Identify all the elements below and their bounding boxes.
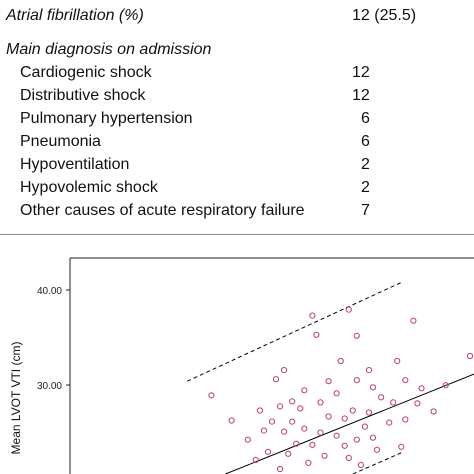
data-point (365, 367, 373, 374)
row-value: 12 (25.5) (352, 7, 417, 24)
y-tick-label: 40.00 (37, 286, 62, 297)
data-point (418, 385, 425, 392)
data-point (264, 448, 272, 455)
data-point (321, 452, 328, 459)
data-point (345, 454, 352, 461)
data-point (293, 440, 300, 447)
data-point (244, 436, 251, 443)
data-point (260, 427, 267, 434)
data-point (325, 378, 332, 385)
row-label: Atrial fibrillation (%) (6, 7, 144, 24)
data-point (317, 429, 324, 436)
data-point (386, 419, 393, 426)
data-point (285, 450, 292, 457)
table-row: Distributive shock 12 (0, 84, 474, 108)
table-row: Other causes of acute respiratory failur… (0, 199, 474, 223)
data-point (357, 461, 364, 468)
data-point (337, 357, 344, 365)
data-point (394, 357, 401, 365)
data-point (277, 465, 284, 473)
row-value: 6 (361, 133, 370, 150)
data-point (414, 400, 421, 407)
data-point (208, 392, 215, 399)
data-point (341, 442, 348, 449)
row-label: Hypovolemic shock (20, 179, 158, 196)
row-label: Other causes of acute respiratory failur… (20, 202, 305, 219)
data-point (309, 441, 316, 448)
table-row: Atrial fibrillation (%) 12 (25.5) (0, 4, 474, 28)
regression-line (225, 373, 474, 474)
table-bottom-rule (0, 234, 474, 235)
data-point (305, 459, 312, 466)
data-point (402, 377, 409, 384)
data-point (281, 428, 288, 435)
data-point (317, 399, 324, 406)
data-point (402, 416, 409, 423)
data-point (442, 382, 449, 389)
data-point (349, 407, 356, 414)
data-point (333, 390, 340, 397)
row-value: 2 (361, 179, 370, 196)
row-value: 2 (361, 156, 370, 173)
data-point (398, 443, 405, 450)
scatter-plot: 40.00 30.00 Mean LVOT VTI (cm) (9, 257, 474, 474)
data-point (309, 312, 316, 319)
data-point (228, 417, 235, 424)
data-point (430, 408, 437, 415)
data-point (289, 418, 296, 425)
data-point (378, 394, 385, 401)
table-row: Pulmonary hypertension 6 (0, 107, 474, 131)
table-row: Cardiogenic shock 12 (0, 61, 474, 85)
data-point (353, 377, 360, 384)
row-label: Pneumonia (20, 133, 101, 150)
data-point (353, 436, 360, 443)
data-point (369, 384, 377, 391)
row-value: 12 (352, 64, 370, 81)
row-value: 6 (361, 110, 370, 127)
y-tick-label: 30.00 (37, 381, 62, 392)
table-row: Hypovolemic shock 2 (0, 176, 474, 200)
lower-limit-line (352, 452, 402, 474)
row-label: Pulmonary hypertension (20, 110, 193, 127)
row-label: Distributive shock (20, 87, 146, 104)
row-value: 12 (352, 87, 370, 104)
data-point (353, 332, 360, 339)
data-point (256, 407, 263, 414)
plot-lines (186, 281, 474, 474)
data-point (252, 456, 259, 463)
data-point (410, 317, 417, 324)
table-row: Pneumonia 6 (0, 130, 474, 154)
table-row: Hypoventilation 2 (0, 153, 474, 177)
table-section-heading: Main diagnosis on admission (0, 38, 474, 62)
data-point (297, 405, 304, 412)
data-point (281, 367, 288, 374)
data-point (268, 418, 276, 425)
data-point (373, 446, 381, 453)
data-point (301, 425, 308, 432)
data-point (313, 331, 320, 338)
row-label: Hypoventilation (20, 156, 130, 173)
row-label: Main diagnosis on admission (6, 41, 212, 58)
data-point (369, 434, 377, 441)
data-point (345, 306, 352, 313)
row-label: Cardiogenic shock (20, 64, 152, 81)
data-point (390, 399, 397, 406)
data-points (208, 306, 474, 473)
data-point (301, 387, 308, 394)
data-point (325, 413, 332, 420)
data-point (272, 376, 280, 383)
data-point (289, 398, 296, 405)
data-point (466, 352, 474, 360)
data-point (361, 423, 368, 430)
upper-limit-line (186, 281, 402, 382)
y-axis-title: Mean LVOT VTI (cm) (9, 342, 23, 455)
data-point (341, 415, 348, 422)
data-point (365, 409, 373, 416)
row-value: 7 (361, 202, 370, 219)
data-point (277, 403, 284, 410)
data-point (333, 432, 340, 439)
